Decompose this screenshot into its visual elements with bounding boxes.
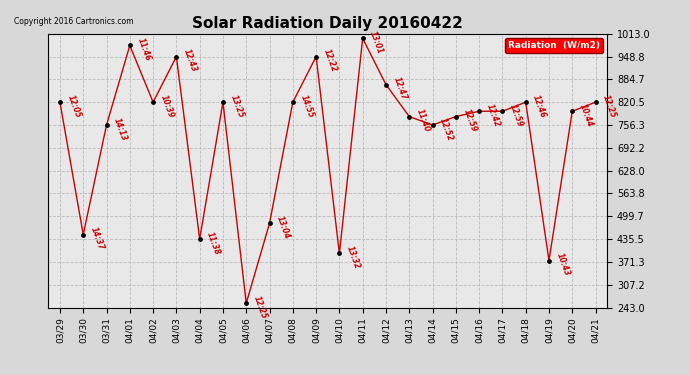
Point	[264, 220, 275, 226]
Text: 13:32: 13:32	[345, 245, 362, 270]
Text: 12:22: 12:22	[322, 48, 338, 74]
Point	[194, 236, 205, 242]
Text: 11:46: 11:46	[135, 37, 152, 63]
Legend: Radiation  (W/m2): Radiation (W/m2)	[505, 38, 602, 53]
Point	[520, 99, 531, 105]
Text: 14:13: 14:13	[112, 116, 129, 142]
Point	[171, 54, 182, 60]
Text: 10:39: 10:39	[159, 93, 175, 119]
Text: 12:25: 12:25	[601, 93, 618, 119]
Point	[310, 54, 322, 60]
Point	[78, 232, 89, 238]
Text: 14:37: 14:37	[89, 226, 106, 252]
Point	[427, 122, 438, 128]
Point	[544, 258, 555, 264]
Point	[590, 99, 601, 105]
Point	[241, 300, 252, 306]
Title: Solar Radiation Daily 20160422: Solar Radiation Daily 20160422	[193, 16, 463, 31]
Text: 12:46: 12:46	[531, 93, 548, 119]
Point	[566, 108, 578, 114]
Text: 13:04: 13:04	[275, 214, 292, 240]
Text: 10:44: 10:44	[578, 103, 595, 128]
Text: 10:43: 10:43	[555, 252, 571, 278]
Text: 11:38: 11:38	[205, 230, 222, 256]
Text: 12:25: 12:25	[252, 295, 268, 320]
Point	[334, 251, 345, 257]
Text: 12:59: 12:59	[462, 108, 478, 134]
Text: 12:43: 12:43	[182, 48, 199, 74]
Point	[148, 99, 159, 105]
Text: 12:05: 12:05	[66, 93, 82, 119]
Point	[101, 122, 112, 128]
Text: 13:01: 13:01	[368, 30, 385, 56]
Point	[124, 42, 135, 48]
Text: Copyright 2016 Cartronics.com: Copyright 2016 Cartronics.com	[14, 17, 133, 26]
Text: 12:52: 12:52	[438, 116, 455, 142]
Point	[55, 99, 66, 105]
Text: 12:59: 12:59	[508, 103, 524, 128]
Point	[473, 108, 484, 114]
Point	[357, 35, 368, 41]
Text: 14:55: 14:55	[298, 93, 315, 119]
Point	[217, 99, 228, 105]
Point	[451, 114, 462, 120]
Point	[497, 108, 508, 114]
Text: 12:42: 12:42	[484, 103, 502, 128]
Text: 11:40: 11:40	[415, 108, 431, 134]
Point	[287, 99, 298, 105]
Point	[404, 114, 415, 120]
Text: 12:47: 12:47	[391, 76, 408, 102]
Point	[380, 82, 391, 88]
Text: 13:25: 13:25	[228, 93, 245, 119]
